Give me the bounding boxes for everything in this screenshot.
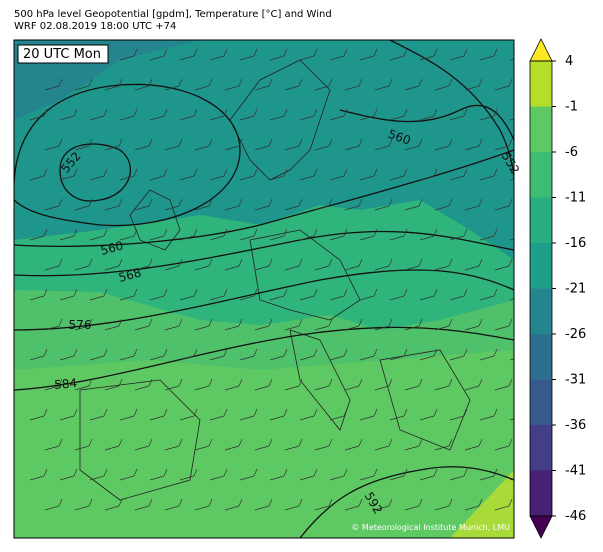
colorbar-tick-label: -6 (565, 145, 578, 160)
colorbar-band (530, 334, 552, 380)
subtitle: WRF 02.08.2019 18:00 UTC +74 (14, 21, 176, 32)
colorbar-band (530, 197, 552, 243)
colorbar-tick-label: -31 (565, 373, 586, 388)
colorbar-band (530, 106, 552, 152)
contour-label: 584 (54, 376, 78, 392)
colorbar-band (530, 288, 552, 334)
colorbar-band (530, 425, 552, 471)
colorbar-band (530, 243, 552, 289)
time-label: 20 UTC Mon (23, 47, 101, 62)
colorbar-band (530, 61, 552, 107)
title: 500 hPa level Geopotential [gpdm], Tempe… (14, 9, 332, 20)
colorbar-tick-label: -11 (565, 191, 586, 206)
hot-region (450, 470, 514, 538)
colorbar-tick-label: -21 (565, 282, 586, 297)
contour-label: 560 (99, 238, 125, 257)
colorbar-tick-label: 4 (565, 54, 573, 69)
colorbar-tick-label: -16 (565, 236, 586, 251)
colorbar-tick-label: -41 (565, 464, 586, 479)
colorbar-band (530, 152, 552, 198)
colorbar-tick-label: -46 (565, 509, 586, 524)
colorbar: 4 -1 -6 -11 -16 -21 -26 -31 -36 -41 -46 (529, 38, 586, 539)
time-box (17, 44, 109, 64)
colorbar-tick-label: -26 (565, 327, 586, 342)
colorbar-band (530, 379, 552, 425)
colorbar-tick-label: -1 (565, 100, 578, 115)
colorbar-tick-label: -36 (565, 418, 586, 433)
warmer-region (14, 350, 514, 538)
colorbar-extension-top (529, 38, 553, 62)
coastlines (79, 59, 471, 501)
credit: © Meteorological Institute Munich, LMU (351, 523, 510, 532)
colorbar-band (530, 470, 552, 516)
colorbar-extension-bottom (529, 515, 553, 539)
map: 20 UTC Mon © Meteorological Institute Mu… (13, 39, 522, 539)
contour-label: 568 (117, 265, 143, 284)
contour-label: 576 (69, 318, 92, 332)
map-frame (13, 39, 515, 539)
